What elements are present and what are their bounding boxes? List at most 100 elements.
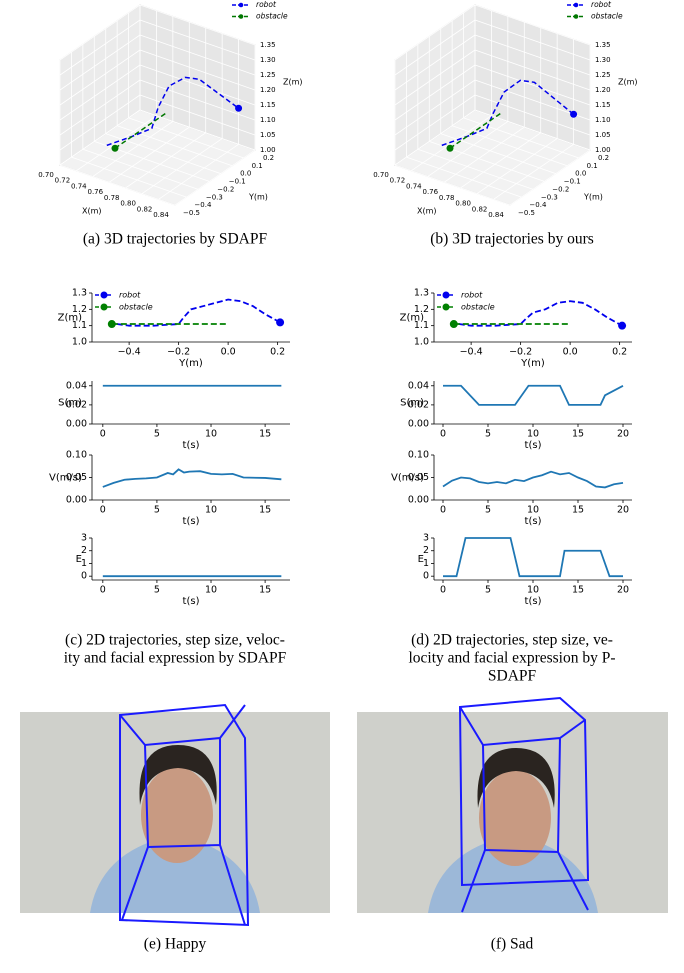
x-tick-label: 0.0 — [221, 347, 236, 358]
y-axis-label: Y(m) — [583, 192, 603, 201]
caption: (e) Happy — [144, 936, 207, 953]
x-tick-label: 15 — [259, 429, 271, 440]
y-tick-label: 3 — [81, 533, 87, 544]
y-tick-label: 0.04 — [408, 380, 429, 391]
y-tick-label: 0.00 — [408, 419, 429, 430]
y-axis-label: S(m) — [400, 398, 424, 409]
grid-line — [139, 19, 256, 61]
grid-line — [59, 79, 141, 136]
x-tick-label: 0.2 — [270, 347, 285, 358]
trajectory — [458, 300, 623, 327]
y-tick-label: −0.3 — [541, 193, 558, 201]
grid-line — [444, 126, 525, 183]
y-tick-label: 0.05 — [408, 472, 429, 483]
x-tick-label: 0.72 — [55, 177, 71, 185]
grid-line — [474, 19, 591, 61]
grid-line — [474, 49, 591, 91]
z-tick-label: 1.05 — [595, 131, 611, 139]
x-tick-label: 0 — [440, 585, 446, 596]
grid-line — [59, 49, 141, 106]
x-tick-label: 0.70 — [373, 171, 389, 179]
x-tick-label: 0.2 — [612, 347, 627, 358]
y-tick-label: 3 — [423, 533, 429, 544]
x-tick-label: 15 — [259, 585, 271, 596]
caption: (a) 3D trajectories by SDAPF — [83, 231, 268, 248]
z-tick-label: 1.00 — [595, 146, 611, 154]
x-tick-label: 0.82 — [472, 205, 488, 213]
y-tick-label: −0.4 — [194, 201, 212, 209]
grid-line — [92, 121, 174, 177]
x-tick-label: 0.80 — [455, 200, 471, 208]
y-tick-label: −0.2 — [552, 185, 569, 193]
y-axis-label: Y(m) — [248, 192, 268, 201]
legend-label: robot — [119, 291, 141, 300]
grid-line — [394, 49, 476, 106]
grid-line — [59, 4, 141, 61]
x-tick-label: 5 — [154, 585, 160, 596]
x-tick-label: 0.76 — [422, 188, 438, 196]
x-tick-label: 0.78 — [439, 194, 455, 202]
grid-line — [139, 109, 256, 151]
x-tick-label: 0.80 — [120, 200, 136, 208]
x-tick-label: 5 — [154, 505, 160, 516]
x-axis-label: Y(m) — [178, 358, 203, 369]
x-tick-label: 10 — [205, 429, 217, 440]
grid-line — [411, 115, 492, 172]
grid-line — [59, 94, 141, 151]
x-tick-label: 10 — [527, 585, 539, 596]
x-axis-label: t(s) — [183, 596, 200, 607]
grid-line — [509, 149, 591, 206]
y-tick-label: 0.1 — [252, 162, 263, 170]
trajectory-marker — [276, 318, 285, 327]
grid-line — [394, 64, 476, 121]
y-tick-label: 0.2 — [263, 154, 274, 162]
y-tick-label: 1.3 — [414, 288, 429, 299]
y-axis-label: V(m/s) — [391, 473, 424, 484]
trajectory-marker — [446, 144, 454, 152]
x-axis-label: X(m) — [82, 207, 102, 216]
y-tick-label: −0.1 — [564, 178, 581, 186]
grid-line — [394, 34, 476, 91]
legend-label: robot — [591, 0, 612, 9]
caption: locity and facial expression by P- — [408, 650, 615, 667]
grid-line — [139, 94, 256, 136]
y-tick-label: 0.0 — [240, 170, 251, 178]
grid-line — [59, 19, 141, 76]
y-tick-label: −0.3 — [206, 193, 223, 201]
x-tick-label: 0 — [100, 585, 106, 596]
grid-line — [394, 109, 476, 166]
z-tick-label: 1.10 — [260, 116, 276, 124]
grid-line — [105, 133, 221, 174]
grid-line — [141, 138, 223, 194]
x-tick-label: 0 — [100, 429, 106, 440]
grid-line — [59, 34, 141, 91]
x-tick-label: 0.84 — [153, 211, 169, 219]
x-tick-label: 10 — [527, 505, 539, 516]
legend-marker — [100, 291, 108, 299]
legend-label: obstacle — [461, 303, 495, 312]
grid-line — [460, 132, 541, 189]
trajectory — [106, 76, 240, 147]
y-tick-label: 0 — [81, 571, 87, 582]
caption: SDAPF — [488, 668, 537, 685]
x-tick-label: 20 — [617, 585, 629, 596]
y-tick-label: 1.2 — [72, 304, 87, 315]
trajectory — [114, 112, 167, 149]
y-axis-label: Z(m) — [400, 313, 424, 324]
grid-line — [417, 148, 533, 190]
x-tick-label: 15 — [572, 585, 584, 596]
y-tick-label: 0.05 — [66, 472, 87, 483]
y-tick-label: 2 — [81, 545, 87, 556]
y-axis-label: S(m) — [58, 398, 82, 409]
y-tick-label: −0.2 — [217, 185, 234, 193]
grid-line — [174, 149, 256, 206]
x-tick-label: 0.72 — [390, 177, 406, 185]
grid-line — [117, 125, 233, 167]
x-axis-label: X(m) — [417, 207, 437, 216]
caption: (f) Sad — [491, 936, 534, 953]
y-tick-label: 1.0 — [414, 337, 429, 348]
y-tick-label: 0 — [423, 571, 429, 582]
grid-line — [394, 4, 476, 61]
x-axis-label: Y(m) — [520, 358, 545, 369]
